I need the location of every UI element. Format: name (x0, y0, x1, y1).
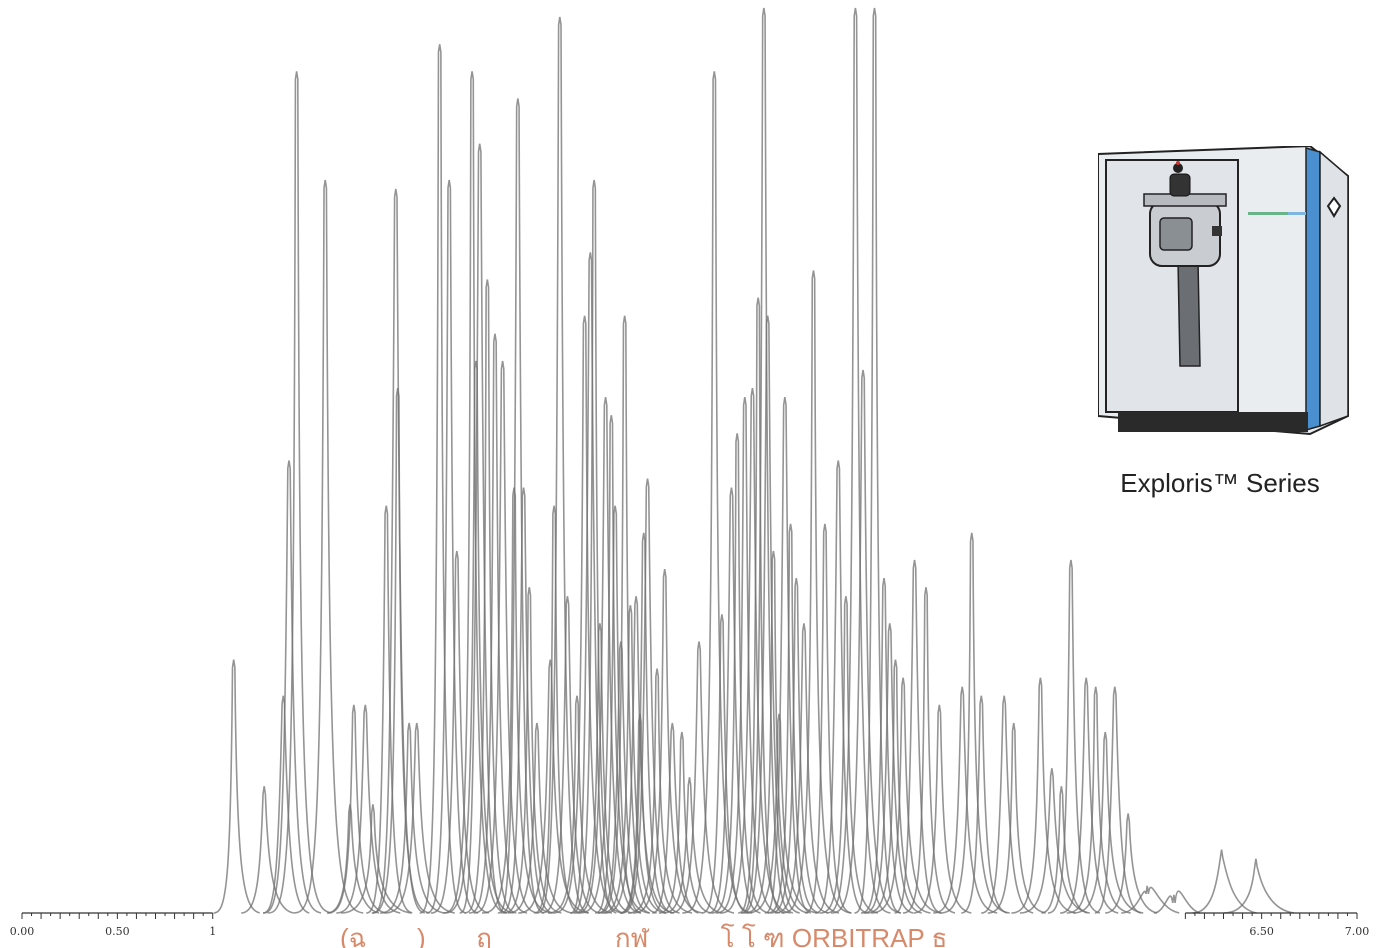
chromatogram-peak (715, 397, 780, 914)
chromatogram-peak (902, 587, 956, 914)
chromatogram-peak (595, 505, 642, 914)
chromatogram-peak (826, 7, 891, 914)
caption-text: (ฉ ___) ___ฤ ___ ____ กฬ ____ โ โ ฑ ORBI… (340, 923, 948, 948)
chromatogram-peak (744, 550, 809, 914)
chromatogram-peak (621, 478, 680, 914)
x-tick-label: 6.50 (1249, 925, 1274, 938)
chromatogram-peak (241, 786, 294, 914)
chromatogram-peak (913, 704, 972, 914)
chromatogram-peak (1019, 768, 1090, 914)
chromatogram-peak (1121, 885, 1180, 914)
chromatogram-peak (863, 623, 922, 914)
chromatogram-peak (831, 369, 902, 914)
chromatogram-peak (658, 731, 712, 914)
chromatogram-peak (503, 587, 562, 914)
chromatogram-peak (774, 623, 840, 914)
x-tick-label: 0.50 (105, 925, 130, 938)
chromatogram-peak (770, 578, 829, 914)
chromatogram-peak (327, 704, 387, 914)
chromatogram-peak (708, 487, 761, 914)
chromatogram-traces (213, 7, 1295, 914)
chromatogram-peak (670, 641, 735, 914)
chromatogram-peak (1066, 686, 1131, 914)
chromatogram-peak (604, 596, 675, 914)
chromatogram-peak (767, 523, 820, 914)
instrument-label: Exploris™ Series (1120, 468, 1320, 498)
chromatogram-peak (1047, 559, 1101, 914)
chromatogram-peak (419, 44, 466, 914)
chromatogram-peak (1073, 731, 1144, 914)
chromatogram-peak (430, 550, 489, 914)
chromatogram-peak (854, 7, 901, 914)
chromatogram-peak (443, 71, 508, 914)
chromatogram-peak (1153, 890, 1201, 914)
chromatogram-peak (534, 505, 581, 914)
chromatogram-peak (1011, 677, 1076, 914)
chromatogram-peak (804, 523, 852, 914)
instrument-illustration (1097, 144, 1358, 446)
chromatogram-peak (981, 695, 1034, 914)
chromatogram-peak (536, 16, 589, 914)
chromatogram-peak (573, 623, 633, 914)
x-tick-label: 1 (209, 925, 216, 938)
chromatogram-peak (1060, 677, 1119, 914)
chromatogram-peak (598, 315, 657, 914)
chromatogram-peak (1105, 813, 1158, 914)
chromatogram-peak (547, 695, 613, 914)
chromatogram-peak (764, 397, 812, 914)
chromatogram-peak (815, 460, 868, 914)
chromatogram-peak (741, 315, 800, 914)
chromatogram-peak (576, 397, 641, 914)
chromatogram-peak (263, 695, 310, 914)
chromatogram-peak (497, 98, 545, 914)
chromatogram-peak (663, 777, 722, 914)
chromatogram-peak (860, 578, 914, 914)
x-tick-label: 0.00 (10, 925, 35, 938)
chromatogram-peak (443, 360, 515, 914)
chromatogram-peak (213, 659, 260, 914)
x-tick-label: 7.00 (1345, 925, 1370, 938)
chromatogram-peak (459, 143, 506, 914)
chromatogram-peak (961, 695, 1008, 914)
chromatogram-peak (262, 460, 322, 914)
chromatogram-peak (541, 596, 600, 914)
chromatogram-peak (939, 532, 1010, 914)
chromatogram-peak (552, 315, 623, 914)
chromatogram-peak (740, 7, 794, 914)
chromatogram-peak (1094, 686, 1142, 914)
chromatogram-peak (871, 677, 942, 914)
chromatogram-peak (1192, 849, 1257, 914)
chromatogram-peak (570, 252, 617, 914)
chromatogram-peak (507, 722, 573, 914)
chromatogram-peak (468, 333, 528, 914)
chromatogram-peak (894, 559, 941, 914)
chromatogram-peak (747, 713, 818, 914)
chromatogram-peak (384, 722, 455, 914)
chromatogram-peak (682, 71, 753, 914)
chromatogram-peak (701, 614, 749, 914)
chromatogram-peak (464, 279, 517, 914)
chromatogram-peak (620, 532, 673, 914)
chromatogram-peak (473, 360, 538, 914)
chromatogram-peak (371, 387, 430, 914)
x-axis: 0.00 0.50 1 6.50 7.00 (10, 912, 1370, 938)
chromatogram-peak (293, 179, 364, 914)
chromatogram-peak (933, 686, 998, 914)
chromatogram-peak (819, 596, 879, 914)
chromatogram-peak (571, 179, 624, 914)
chromatogram-peak (380, 722, 445, 914)
chromatogram-peak (340, 804, 412, 914)
chromatogram-peak (1223, 858, 1295, 914)
chromatogram-peak (781, 270, 852, 914)
chromatogram-peak (866, 659, 931, 914)
